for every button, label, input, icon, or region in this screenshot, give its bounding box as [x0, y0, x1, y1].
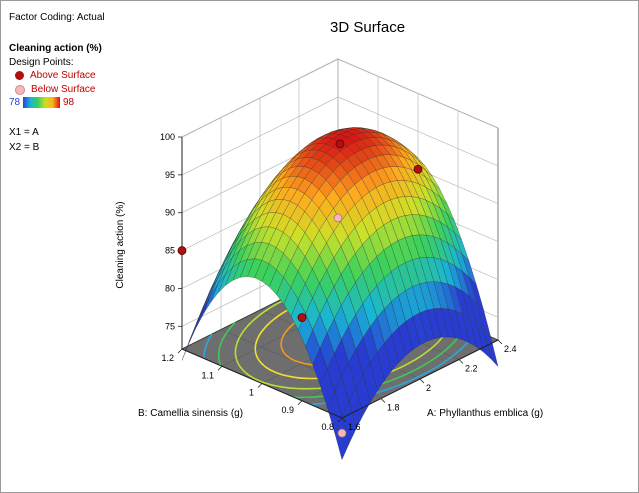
a-tick-mark — [497, 339, 503, 345]
z-axis-title: Cleaning action (%) — [115, 201, 126, 288]
b-tick-label: 1.1 — [201, 370, 214, 380]
a-tick-label: 1.8 — [387, 403, 400, 413]
design-point-above — [297, 313, 307, 322]
color-scale-bar — [23, 97, 60, 108]
color-scale-min: 78 — [9, 97, 21, 108]
z-tick-label: 90 — [165, 208, 175, 218]
legend-x1: X1 = A — [9, 127, 39, 138]
z-tick-label: 85 — [165, 246, 175, 256]
a-tick-mark — [341, 417, 347, 423]
design-point-above — [413, 164, 423, 174]
legend-x2: X2 = B — [9, 142, 40, 153]
b-tick-label: 1 — [249, 388, 254, 398]
design-point-below — [333, 213, 343, 223]
below-surface-label: Below Surface — [31, 84, 96, 95]
z-tick-label: 80 — [165, 283, 175, 293]
a-tick-label: 1.6 — [348, 422, 361, 432]
design-point-above — [335, 139, 345, 149]
chart-title: 3D Surface — [330, 19, 406, 36]
a-tick-mark — [419, 378, 425, 384]
b-tick-label: 0.8 — [321, 422, 334, 432]
a-tick-label: 2.2 — [465, 364, 478, 374]
b-tick-mark — [177, 348, 183, 354]
a-tick-label: 2 — [426, 383, 431, 393]
design-point-below — [337, 428, 347, 438]
design-point-above — [177, 246, 187, 255]
surface-cell — [334, 416, 350, 461]
color-scale-max: 98 — [63, 97, 75, 108]
above-surface-label: Above Surface — [30, 70, 96, 81]
a-tick-mark — [380, 398, 386, 403]
factor-coding-label: Factor Coding: Actual — [9, 12, 105, 23]
a-axis-title: A: Phyllanthus emblica (g) — [427, 408, 543, 419]
legend-below-item: Below Surface — [15, 84, 95, 95]
legend-above-item: Above Surface — [15, 70, 96, 81]
z-tick-label: 100 — [160, 132, 175, 142]
b-tick-mark — [337, 417, 343, 423]
b-tick-label: 0.9 — [281, 405, 294, 415]
a-tick-label: 2.4 — [504, 344, 517, 354]
b-tick-mark — [257, 383, 263, 388]
z-tick-label: 95 — [165, 170, 175, 180]
z-tick-label: 75 — [165, 321, 175, 331]
legend-design-points: Design Points: — [9, 57, 74, 68]
b-tick-mark — [217, 365, 223, 371]
above-surface-marker — [15, 71, 24, 80]
a-tick-mark — [458, 359, 464, 364]
b-axis-title: B: Camellia sinensis (g) — [138, 408, 243, 419]
b-tick-label: 1.2 — [161, 353, 174, 363]
b-tick-mark — [297, 400, 303, 406]
below-surface-marker — [15, 84, 25, 95]
legend-response: Cleaning action (%) — [9, 43, 102, 54]
